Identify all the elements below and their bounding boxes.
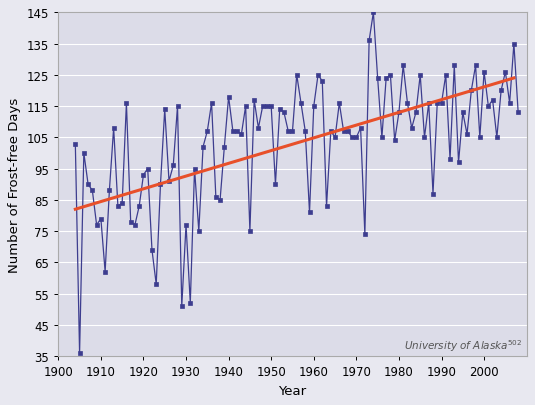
Y-axis label: Number of Frost-free Days: Number of Frost-free Days: [9, 97, 21, 272]
Text: University of Alaska$^{502}$: University of Alaska$^{502}$: [404, 337, 522, 353]
X-axis label: Year: Year: [278, 384, 307, 396]
